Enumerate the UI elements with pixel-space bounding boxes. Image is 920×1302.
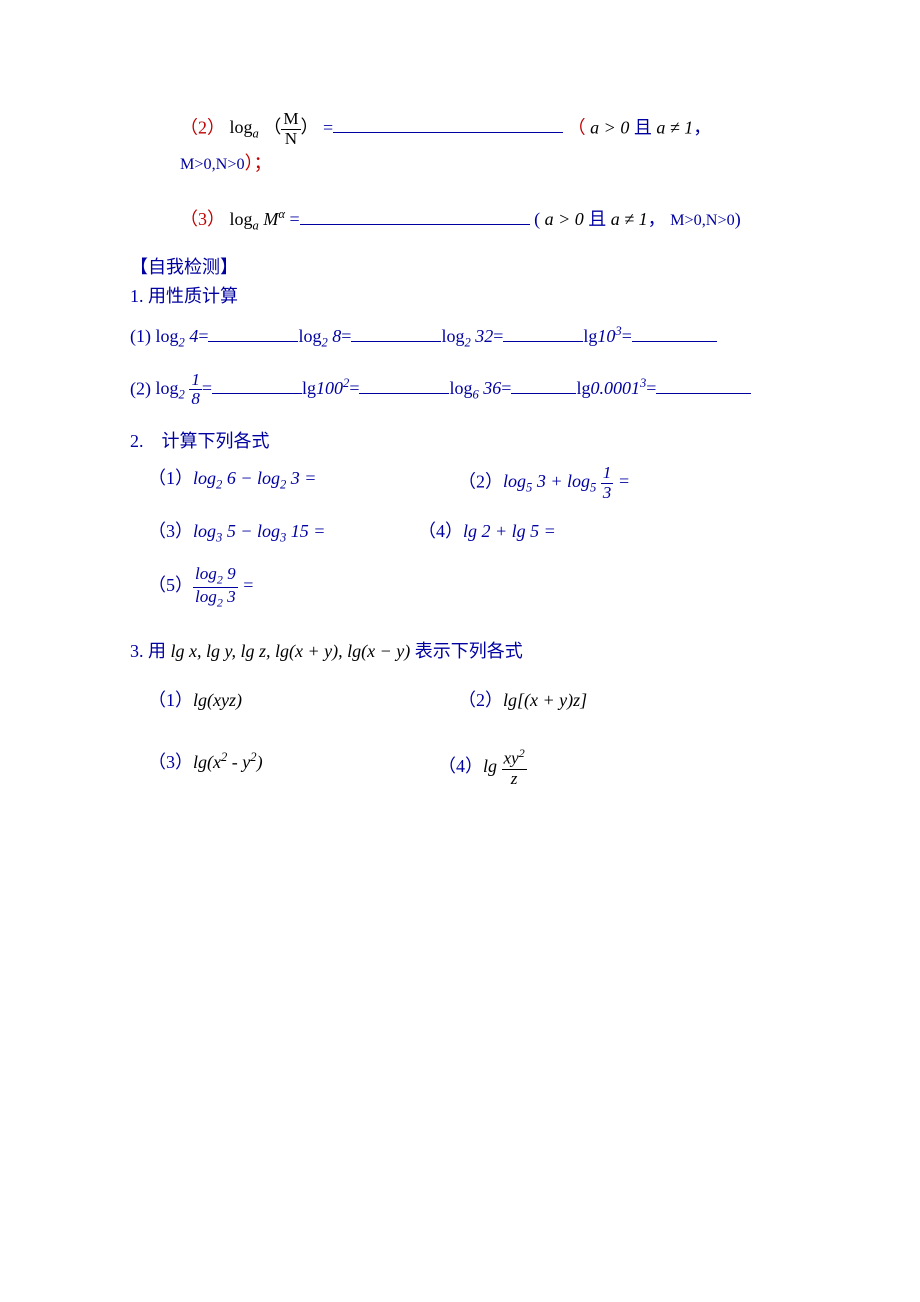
- q2-row-c: （5）log2 9log2 3 =: [130, 565, 800, 609]
- q1-row1-items: log2 4=log2 8=log2 32=lg103=: [156, 326, 717, 346]
- document-page: （2） loga （MN） = （ a > 0 且 a ≠ 1， M>0,N>0…: [0, 0, 920, 848]
- formula-3-label: （3）: [180, 209, 225, 229]
- q2-row-a: （1）log2 6 − log2 3 = （2）log5 3 + log5 13…: [130, 464, 800, 503]
- section-self-check: 【自我检测】: [130, 253, 800, 282]
- log-term: log2 8=: [298, 326, 441, 346]
- q3-title: 3. 用 lg x, lg y, lg z, lg(x + y), lg(x −…: [130, 637, 800, 666]
- q1-row2-items: log2 18=lg1002=log6 36=lg0.00013=: [156, 378, 752, 398]
- blank-f2: [333, 114, 563, 133]
- log-term: log2 32=: [441, 326, 583, 346]
- formula-2: （2） loga （MN） = （ a > 0 且 a ≠ 1， M>0,N>0…: [130, 110, 800, 178]
- q2-row-b: （3）log3 5 − log3 15 = （4）lg 2 + lg 5 =: [130, 517, 800, 548]
- q1-row2: (2) log2 18=lg1002=log6 36=lg0.00013=: [130, 371, 800, 410]
- blank-f3: [300, 206, 530, 225]
- q1-row1: (1) log2 4=log2 8=log2 32=lg103=: [130, 321, 800, 353]
- formula-2-label: （2）: [180, 117, 225, 137]
- q2-title: 2. 计算下列各式: [130, 427, 800, 456]
- log-term: lg1002=: [302, 378, 449, 398]
- q1-title: 1. 用性质计算: [130, 282, 800, 311]
- q3-row-a: （1）lg(xyz) （2）lg[(x + y)z]: [130, 686, 800, 715]
- log-term: log2 18=: [156, 378, 303, 398]
- log-term: lg0.00013=: [576, 378, 751, 398]
- log-term: lg103=: [583, 326, 716, 346]
- log-term: log6 36=: [449, 378, 576, 398]
- log-term: log2 4=: [156, 326, 299, 346]
- formula-3: （3） loga Mα = ( a > 0 且 a ≠ 1， M>0,N>0): [130, 204, 800, 236]
- q3-row-b: （3）lg(x2 - y2) （4）lg xy2z: [130, 747, 800, 788]
